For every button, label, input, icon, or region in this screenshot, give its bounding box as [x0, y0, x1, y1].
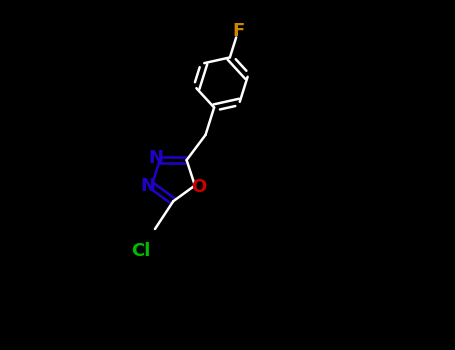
Text: F: F [232, 22, 244, 40]
Text: N: N [148, 149, 163, 167]
Text: N: N [140, 176, 155, 195]
Text: Cl: Cl [131, 242, 150, 260]
Text: O: O [191, 178, 206, 196]
